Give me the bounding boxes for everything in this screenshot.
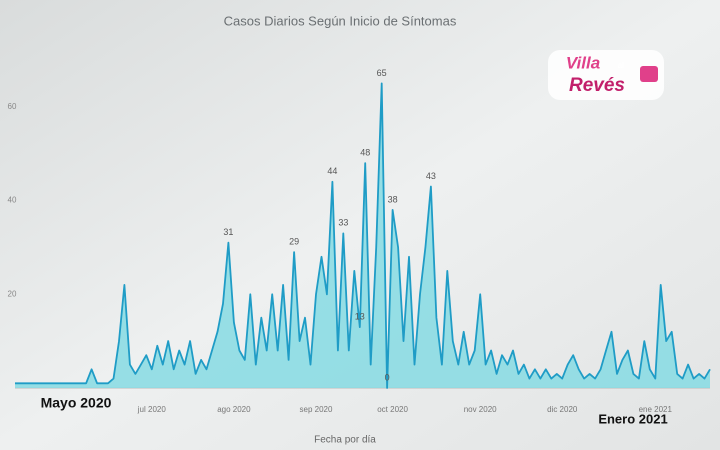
data-label: 38	[388, 194, 398, 204]
data-label: 33	[338, 218, 348, 228]
data-label: 29	[289, 236, 299, 246]
area	[15, 83, 710, 389]
logo-icon	[640, 66, 658, 82]
x-axis-label: Fecha por día	[314, 435, 376, 446]
data-label: 0	[385, 372, 390, 382]
y-tick-label: 60	[8, 102, 17, 111]
data-label: 13	[355, 311, 365, 321]
data-label: 48	[360, 147, 370, 157]
data-label: 65	[377, 68, 387, 78]
chart-title: Casos Diarios Según Inicio de Síntomas	[224, 13, 457, 28]
logo-text: Villa	[566, 53, 600, 72]
logo-background	[548, 50, 664, 100]
y-tick-label: 40	[8, 196, 17, 205]
logo: Villa al Revés	[548, 50, 664, 100]
x-tick-label: oct 2020	[377, 405, 408, 414]
start-label: Mayo 2020	[41, 395, 112, 411]
x-tick-label: sep 2020	[300, 405, 333, 414]
line	[15, 82, 711, 389]
logo-text: Revés	[569, 75, 625, 96]
data-label: 43	[426, 171, 436, 181]
x-tick-label: ene 2021	[639, 405, 673, 414]
x-tick-label: dic 2020	[547, 405, 578, 414]
x-tick-label: ago 2020	[217, 405, 251, 414]
data-label: 31	[223, 227, 233, 237]
logo-text: al	[618, 61, 625, 70]
x-tick-label: nov 2020	[464, 405, 497, 414]
end-label: Enero 2021	[598, 411, 667, 426]
data-label: 44	[327, 166, 337, 176]
y-tick-label: 20	[8, 289, 17, 298]
x-tick-label: jul 2020	[137, 405, 167, 414]
